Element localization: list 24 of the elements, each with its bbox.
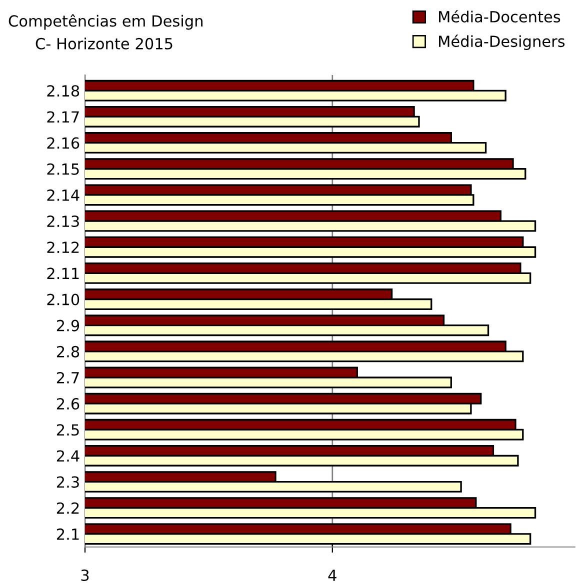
y-tick-label: 2.12 <box>47 242 79 253</box>
y-tick-label: 2.16 <box>47 137 80 149</box>
chart-title: Competências em Design <box>8 14 202 30</box>
legend-label: Média-Designers <box>439 34 565 50</box>
y-tick-label: 2.1 <box>56 528 79 540</box>
y-tick-label: 2.3 <box>56 476 79 488</box>
y-tick-label: 2.7 <box>56 372 79 384</box>
y-tick-label: 2.8 <box>56 346 80 358</box>
y-tick-label: 2.15 <box>47 163 79 175</box>
y-tick-label: 2.10 <box>47 294 80 306</box>
y-tick-label: 2.14 <box>47 189 80 201</box>
y-tick-label: 2.17 <box>47 111 79 123</box>
y-tick-label: 2.18 <box>47 85 80 97</box>
y-tick-label: 2.11 <box>47 268 79 279</box>
x-tick-label: 3 <box>81 569 89 582</box>
y-tick-label: 2.2 <box>56 502 79 514</box>
legend-label: Média-Docentes <box>439 10 560 23</box>
y-tick-label: 2.13 <box>47 216 79 228</box>
y-tick-label: 2.6 <box>56 398 80 410</box>
y-tick-label: 2.4 <box>56 450 80 462</box>
y-tick-label: 2.9 <box>56 320 80 332</box>
x-tick-label: 4 <box>328 570 336 581</box>
y-tick-label: 2.5 <box>56 424 79 436</box>
chart-subtitle: C- Horizonte 2015 <box>36 38 172 50</box>
